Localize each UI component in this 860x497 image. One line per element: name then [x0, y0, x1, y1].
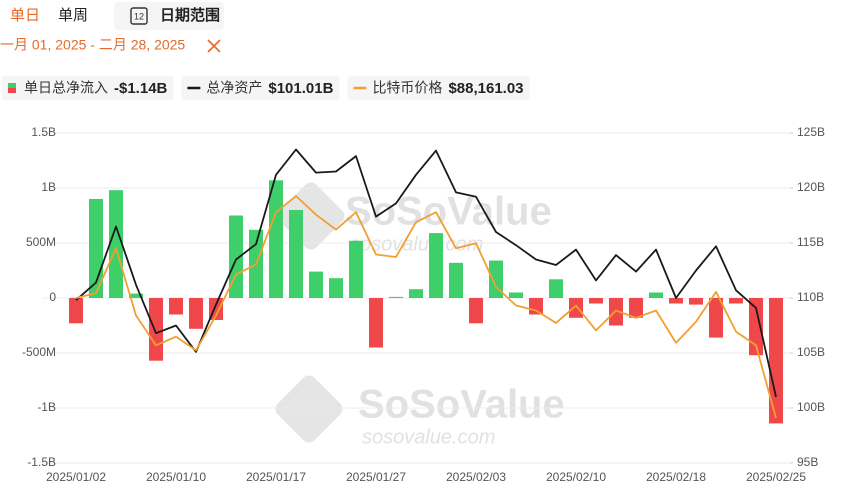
bar: [769, 298, 783, 424]
y-tick-label: 500M: [26, 235, 56, 249]
bar: [649, 292, 663, 298]
bar: [689, 298, 703, 305]
bar: [489, 260, 503, 298]
bar: [449, 262, 463, 298]
bar: [729, 298, 743, 304]
y-tick-label: 1B: [41, 180, 56, 194]
bar: [669, 298, 683, 304]
bar: [709, 298, 723, 338]
legend-item-bg: [181, 76, 340, 100]
watermark-url: sosovalue.com: [350, 233, 483, 255]
legend-swatch: [8, 88, 16, 93]
bar: [309, 271, 323, 298]
y2-tick-label: 120B: [797, 180, 825, 194]
line: [75, 148, 777, 398]
legend-value: $101.01B: [268, 80, 333, 97]
watermark-text: SoSoValue: [358, 383, 565, 427]
legend: 单日总净流入 -$1.14B 总净资产 $101.01B 比特币价格 $88,161.03: [2, 76, 530, 100]
y2-tick-label: 110B: [797, 290, 824, 304]
x-tick-label: 2025/01/10: [146, 470, 206, 484]
watermark-logo: [277, 182, 345, 250]
watermark-logo: [275, 375, 343, 443]
legend-item: 总净资产 $101.01B: [181, 76, 340, 100]
bar: [629, 298, 643, 318]
bar: [149, 298, 163, 361]
y-tick-label: 1.5B: [31, 125, 56, 139]
y2-tick-label: 105B: [797, 345, 825, 359]
bar: [469, 298, 483, 324]
legend-item-bg: [347, 76, 530, 100]
line: [75, 195, 777, 419]
calendar-icon: [130, 7, 148, 25]
x-tick-label: 2025/02/25: [746, 470, 806, 484]
legend-item-bg: [2, 76, 174, 100]
x-tick-label: 2025/02/10: [546, 470, 606, 484]
bar: [109, 190, 123, 298]
y-tick-label: -1.5B: [27, 455, 56, 469]
x-tick-label: 2025/01/17: [246, 470, 306, 484]
bar: [369, 298, 383, 348]
bar: [749, 298, 763, 356]
bar: [169, 298, 183, 315]
bar: [329, 278, 343, 298]
bar: [409, 289, 423, 298]
bar: [429, 233, 443, 298]
bar: [229, 215, 243, 298]
tab-weekly[interactable]: 单周: [58, 7, 88, 24]
bar: [529, 298, 543, 315]
watermark-text: SoSoValue: [345, 190, 552, 234]
bar: [509, 292, 523, 298]
bar: [189, 298, 203, 329]
bar: [549, 279, 563, 298]
legend-item: 比特币价格 $88,161.03: [347, 76, 530, 100]
clear-date-icon[interactable]: [207, 39, 221, 53]
bar: [389, 296, 403, 298]
y2-tick-label: 95B: [797, 455, 818, 469]
legend-item: 单日总净流入 -$1.14B: [2, 76, 174, 100]
legend-value: $88,161.03: [448, 80, 523, 97]
legend-label: 总净资产: [206, 80, 262, 96]
date-range-button-label[interactable]: 日期范围: [160, 6, 220, 24]
bar: [289, 210, 303, 298]
watermark-url: sosovalue.com: [362, 426, 495, 448]
bar: [69, 298, 83, 324]
y2-tick-label: 100B: [797, 400, 825, 414]
legend-swatch: [8, 83, 16, 88]
bar: [589, 298, 603, 304]
x-tick-label: 2025/02/03: [446, 470, 506, 484]
y-tick-label: -1B: [37, 400, 56, 414]
date-range: 一月 01, 2025 - 二月 28, 2025: [0, 37, 185, 53]
date-range-button[interactable]: [114, 2, 224, 30]
bar: [129, 293, 143, 298]
y2-tick-label: 115B: [797, 235, 824, 249]
tab-daily[interactable]: 单日: [10, 7, 40, 24]
x-tick-label: 2025/01/27: [346, 470, 406, 484]
bar: [569, 298, 583, 318]
y-tick-label: -500M: [22, 345, 56, 359]
bar: [269, 180, 283, 298]
x-tick-label: 2025/01/02: [46, 470, 106, 484]
y2-tick-label: 125B: [797, 125, 825, 139]
legend-value: -$1.14B: [114, 80, 168, 97]
x-tick-label: 2025/02/18: [646, 470, 706, 484]
calendar-icon-day: 12: [134, 11, 144, 21]
legend-label: 比特币价格: [372, 80, 442, 96]
bar: [349, 240, 363, 298]
legend-label: 单日总净流入: [24, 80, 108, 96]
y-tick-label: 0: [49, 290, 56, 304]
